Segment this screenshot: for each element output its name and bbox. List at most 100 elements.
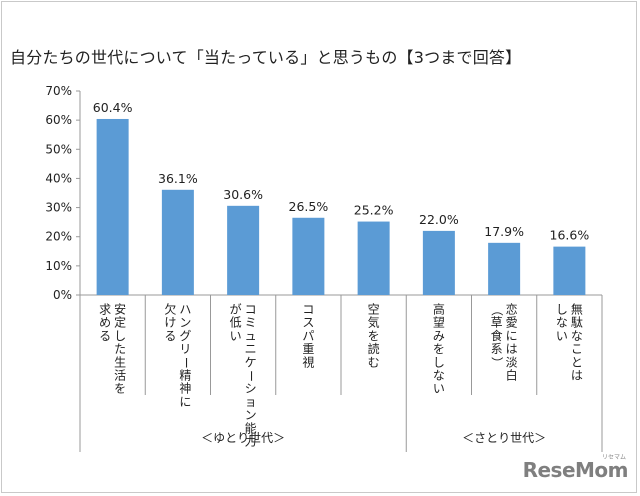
category-char: 読 [368, 341, 380, 356]
category-char: な [433, 369, 445, 383]
category-char: る [164, 329, 176, 343]
category-char: 高 [433, 302, 445, 317]
category-char: を [433, 342, 445, 356]
watermark-subtext: リセマム [601, 454, 626, 461]
category-char: ー [244, 370, 258, 382]
group-label: ＜ゆとり世代＞ [201, 431, 285, 445]
category-char: ハ [179, 303, 191, 317]
category-char: 空 [368, 303, 380, 317]
y-tick-label: 40% [45, 171, 72, 185]
category-char: を [368, 329, 380, 343]
category-char: む [368, 355, 380, 369]
category-char: け [164, 316, 176, 330]
category-char: が [230, 302, 242, 317]
category-char: 系 [491, 342, 503, 356]
category-char: い [433, 382, 445, 396]
chart-title: 自分たちの世代について「当たっている」と思うもの【3つまで回答】 [10, 48, 522, 67]
category-char: 欠 [164, 302, 176, 317]
category-char: 低 [230, 316, 242, 330]
data-label: 16.6% [550, 228, 590, 243]
chart-bars [96, 118, 586, 295]
category-char: 駄 [571, 315, 583, 330]
category-char: 望 [433, 316, 445, 330]
category-char: み [433, 329, 445, 343]
bar [161, 189, 194, 295]
category-char: 生 [114, 355, 126, 369]
category-char: こ [571, 342, 583, 356]
category-char: （ [490, 304, 504, 316]
category-char: め [99, 316, 111, 330]
resemom-logo: ReseMom [522, 458, 629, 482]
category-char: 能 [245, 421, 257, 435]
category-char: 求 [99, 303, 111, 317]
category-char: 精 [179, 369, 191, 383]
category-char: い [230, 329, 242, 343]
chart-axes [76, 90, 603, 452]
category-char: な [556, 316, 568, 330]
y-tick-label: 0% [53, 288, 72, 302]
category-char: は [571, 369, 583, 383]
category-char: し [114, 329, 126, 343]
category-char: 愛 [506, 316, 518, 330]
bar [553, 246, 586, 295]
data-label: 36.1% [158, 171, 198, 186]
category-char: 重 [302, 342, 314, 356]
category-char: 恋 [506, 302, 518, 317]
category-char: 気 [368, 315, 380, 330]
bar [227, 205, 260, 295]
bar [422, 230, 455, 295]
category-char: ニ [245, 342, 257, 356]
category-char: し [433, 355, 445, 369]
chart-labels: 0%10%20%30%40%50%60%70%60.4%安定した生活を求める36… [45, 84, 589, 449]
y-tick-label: 30% [45, 201, 72, 215]
y-tick-label: 50% [45, 142, 72, 156]
category-char: な [571, 329, 583, 343]
category-char: 神 [179, 382, 191, 396]
category-char: 食 [491, 328, 503, 343]
category-char: ） [490, 357, 504, 369]
category-char: コ [302, 303, 314, 317]
y-tick-label: 20% [45, 230, 72, 244]
data-label: 60.4% [93, 100, 133, 115]
category-char: し [556, 303, 568, 317]
category-char: を [114, 382, 126, 396]
category-char: ュ [245, 329, 257, 343]
category-char: ン [179, 316, 191, 330]
category-char: い [556, 329, 568, 343]
category-char: と [571, 355, 583, 369]
category-char: パ [302, 329, 314, 343]
category-char: コ [245, 303, 257, 317]
bar [488, 242, 521, 295]
group-label: ＜さとり世代＞ [462, 431, 546, 445]
category-char: に [506, 329, 518, 343]
category-char: グ [179, 329, 191, 343]
category-char: た [114, 342, 126, 356]
category-char: ケ [245, 355, 257, 369]
category-char: 活 [114, 369, 126, 383]
data-label: 17.9% [484, 224, 524, 239]
bar [292, 217, 325, 295]
bar [357, 221, 390, 295]
data-label: 25.2% [354, 203, 394, 218]
category-char: シ [245, 382, 257, 396]
category-char: 淡 [506, 355, 518, 369]
category-char: ー [179, 357, 193, 369]
category-char: リ [179, 342, 191, 356]
y-tick-label: 70% [45, 84, 72, 98]
category-char: 視 [302, 354, 314, 369]
category-char: ン [245, 408, 257, 422]
category-char: ミ [245, 316, 257, 330]
category-char: 力 [245, 435, 257, 449]
bar [96, 118, 129, 295]
y-tick-label: 10% [45, 259, 72, 273]
category-char: ョ [245, 395, 257, 409]
